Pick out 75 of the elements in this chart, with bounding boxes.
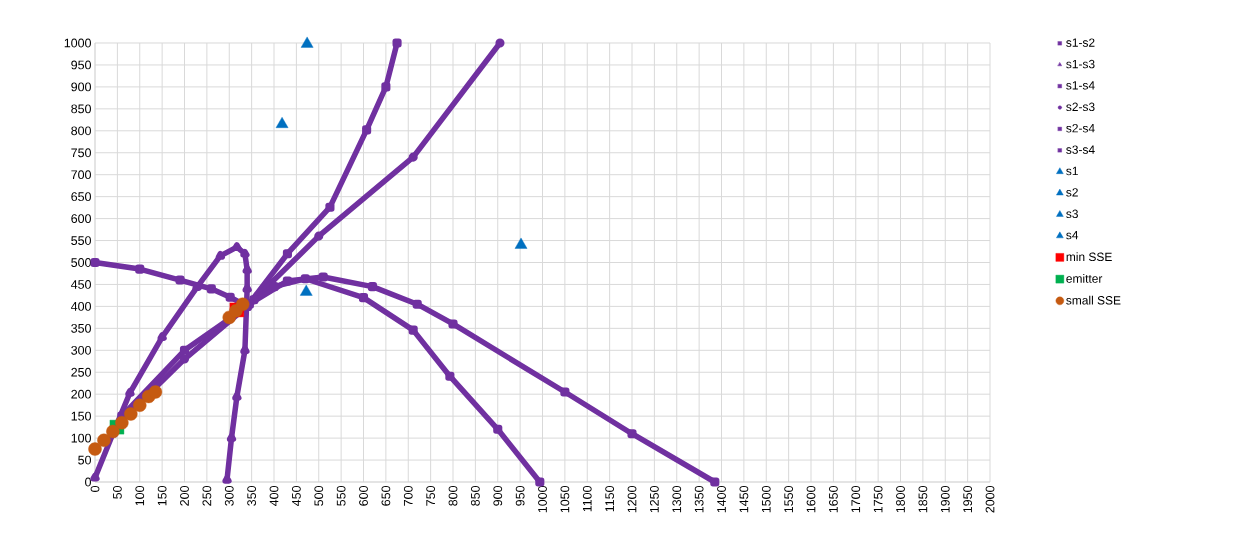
- x-tick-label: 100: [135, 486, 145, 506]
- legend-label: s1: [1066, 166, 1078, 176]
- x-tick-label: 350: [247, 486, 257, 506]
- y-tick-label: 950: [71, 60, 91, 70]
- x-tick-label: 1700: [851, 486, 861, 513]
- y-tick-label: 400: [70, 302, 91, 311]
- x-tick-label: 2000: [985, 486, 995, 513]
- y-tick-label: 0: [85, 477, 91, 487]
- x-tick-label: 1100: [582, 486, 592, 512]
- y-tick-label: 700: [71, 170, 91, 180]
- x-tick-label: 800: [448, 486, 458, 506]
- legend-label: s2-s4: [1066, 123, 1095, 133]
- x-tick-label: 1150: [605, 486, 615, 512]
- x-tick-label: 1050: [560, 486, 570, 513]
- x-tick-label: 900: [493, 486, 503, 506]
- legend-label: s1-s3: [1066, 59, 1095, 69]
- legend-label: s2: [1066, 188, 1078, 197]
- x-tick-label: 1500: [761, 486, 771, 513]
- legend-label: s1-s4: [1066, 81, 1095, 90]
- x-tick-label: 1950: [963, 486, 973, 513]
- x-tick-label: 250: [202, 486, 212, 506]
- x-tick-label: 850: [470, 486, 480, 506]
- legend-label: min SSE: [1066, 252, 1112, 262]
- y-tick-label: 50: [78, 455, 91, 465]
- y-tick-label: 650: [71, 192, 91, 202]
- y-tick-label: 200: [71, 389, 91, 399]
- x-tick-label: 1450: [739, 486, 749, 513]
- x-tick-label: 1850: [918, 486, 928, 513]
- x-tick-label: 1300: [672, 486, 682, 513]
- x-tick-label: 300: [224, 486, 234, 506]
- x-tick-label: 1350: [694, 486, 704, 513]
- x-tick-label: 600: [359, 486, 368, 506]
- x-tick-label: 200: [180, 486, 189, 506]
- legend-label: small SSE: [1066, 295, 1121, 305]
- y-tick-label: 100: [71, 433, 91, 443]
- y-tick-label: 450: [70, 280, 91, 289]
- legend-label: s3-s4: [1066, 145, 1095, 154]
- y-tick-label: 550: [71, 236, 91, 245]
- x-tick-label: 400: [269, 486, 279, 507]
- x-tick-label: 500: [314, 486, 324, 506]
- x-tick-label: 1750: [873, 486, 883, 513]
- x-tick-label: 1650: [828, 486, 838, 513]
- x-tick-label: 1900: [940, 486, 950, 513]
- x-tick-label: 0: [90, 486, 100, 492]
- x-tick-label: 150: [157, 486, 167, 506]
- x-tick-label: 1200: [627, 486, 637, 513]
- y-tick-label: 750: [71, 148, 91, 158]
- x-tick-label: 700: [403, 486, 413, 506]
- y-tick-label: 350: [71, 323, 91, 333]
- legend-label: s3: [1066, 209, 1078, 219]
- x-tick-label: 1600: [806, 486, 816, 513]
- y-tick-label: 300: [71, 345, 91, 355]
- x-tick-label: 1550: [784, 486, 794, 513]
- x-tick-label: 1250: [649, 486, 659, 513]
- y-tick-label: 150: [71, 411, 91, 421]
- y-tick-label: 600: [71, 214, 91, 224]
- legend-label: s2-s3: [1066, 102, 1095, 112]
- legend-label: s1-s2: [1066, 38, 1095, 47]
- x-tick-label: 1400: [717, 486, 726, 513]
- x-tick-label: 550: [336, 486, 346, 506]
- x-tick-label: 1800: [896, 486, 905, 513]
- x-tick-label: 650: [381, 486, 391, 506]
- y-tick-label: 500: [71, 258, 91, 267]
- x-tick-label: 950: [515, 486, 525, 506]
- x-tick-label: 1000: [538, 486, 547, 513]
- legend-label: s4: [1066, 231, 1079, 240]
- y-tick-label: 800: [71, 126, 91, 136]
- y-tick-label: 850: [71, 104, 91, 114]
- x-tick-label: 50: [112, 486, 122, 499]
- y-tick-label: 900: [71, 82, 91, 92]
- x-tick-label: 450: [291, 486, 301, 507]
- y-tick-label: 1000: [64, 38, 91, 48]
- x-tick-label: 750: [426, 486, 436, 506]
- legend-label: emitter: [1066, 274, 1103, 283]
- y-tick-label: 250: [71, 367, 91, 377]
